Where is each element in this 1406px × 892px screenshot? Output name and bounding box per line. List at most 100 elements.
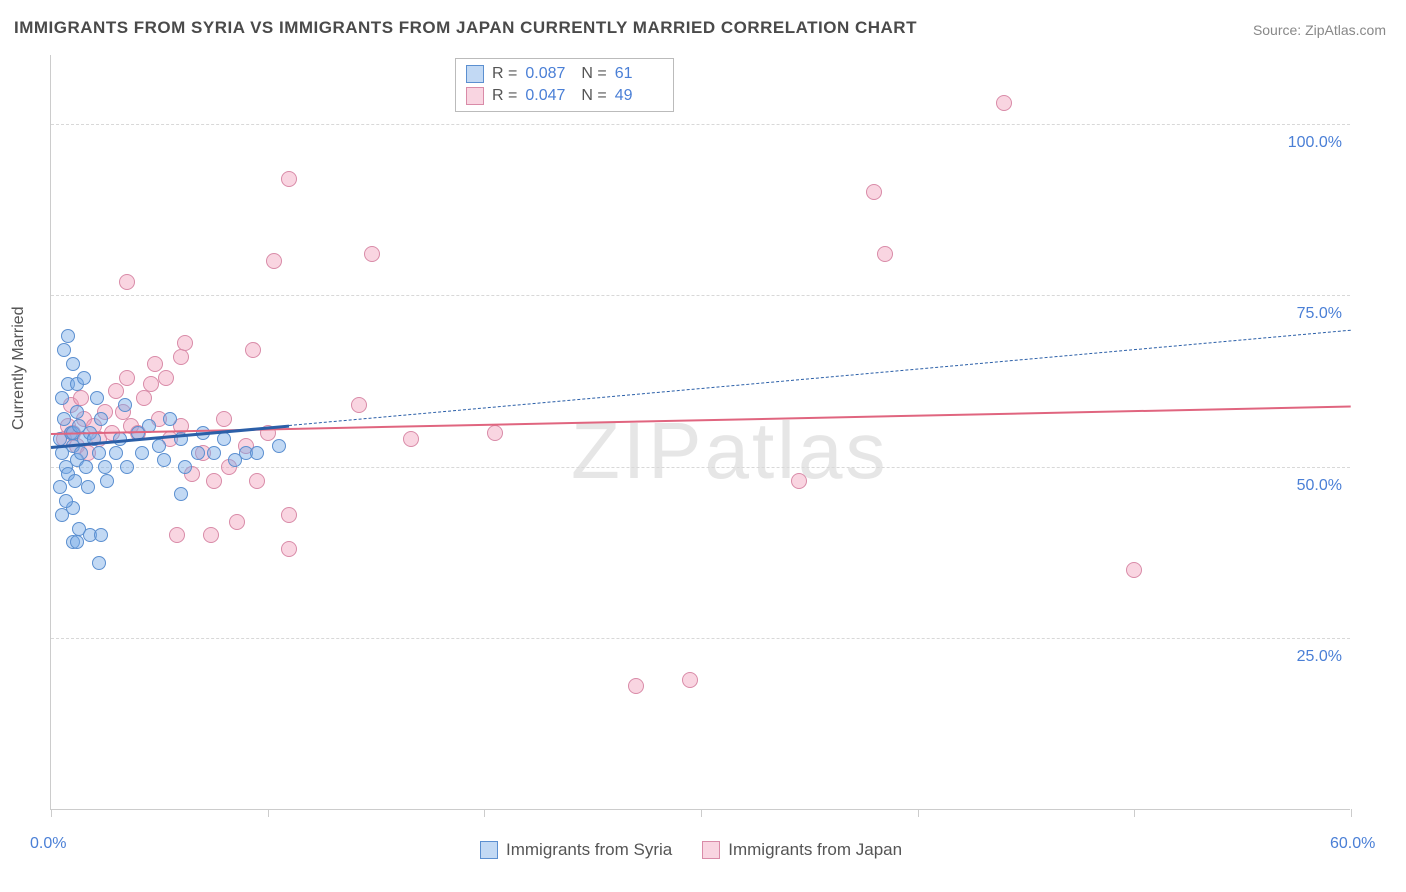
data-point-syria <box>152 439 166 453</box>
x-tick-mark <box>51 809 52 817</box>
data-point-syria <box>94 412 108 426</box>
data-point-syria <box>98 460 112 474</box>
x-tick-mark <box>1134 809 1135 817</box>
data-point-japan <box>1126 562 1142 578</box>
data-point-syria <box>81 480 95 494</box>
gridline-h <box>51 638 1350 639</box>
data-point-syria <box>59 494 73 508</box>
data-point-syria <box>100 474 114 488</box>
data-point-syria <box>163 412 177 426</box>
data-point-syria <box>135 446 149 460</box>
swatch-japan <box>702 841 720 859</box>
data-point-japan <box>229 514 245 530</box>
swatch-syria <box>480 841 498 859</box>
x-tick-label: 60.0% <box>1330 835 1375 853</box>
y-tick-label: 25.0% <box>1297 648 1342 666</box>
data-point-japan <box>364 246 380 262</box>
data-point-syria <box>178 460 192 474</box>
data-point-syria <box>191 446 205 460</box>
gridline-h <box>51 295 1350 296</box>
stat-N-japan: 49 <box>615 85 663 107</box>
data-point-japan <box>203 527 219 543</box>
data-point-japan <box>281 171 297 187</box>
data-point-japan <box>487 425 503 441</box>
x-tick-label: 0.0% <box>30 835 66 853</box>
data-point-japan <box>119 370 135 386</box>
stat-N-syria: 61 <box>615 63 663 85</box>
data-point-syria <box>57 343 71 357</box>
y-tick-label: 100.0% <box>1288 134 1342 152</box>
data-point-japan <box>119 274 135 290</box>
source-attribution: Source: ZipAtlas.com <box>1253 22 1386 38</box>
data-point-syria <box>66 357 80 371</box>
data-point-japan <box>866 184 882 200</box>
y-axis-label: Currently Married <box>10 306 28 430</box>
data-point-japan <box>628 678 644 694</box>
gridline-h <box>51 124 1350 125</box>
data-point-syria <box>74 446 88 460</box>
legend-item-japan: Immigrants from Japan <box>702 840 902 860</box>
plot-area: ZIPatlas 25.0%50.0%75.0%100.0% <box>50 55 1350 810</box>
data-point-japan <box>249 473 265 489</box>
data-point-syria <box>53 480 67 494</box>
data-point-japan <box>177 335 193 351</box>
stat-N-label: N = <box>581 85 606 107</box>
y-tick-label: 75.0% <box>1297 305 1342 323</box>
data-point-japan <box>147 356 163 372</box>
data-point-japan <box>158 370 174 386</box>
data-point-syria <box>57 412 71 426</box>
x-tick-mark <box>484 809 485 817</box>
data-point-japan <box>266 253 282 269</box>
data-point-japan <box>281 541 297 557</box>
x-tick-mark <box>918 809 919 817</box>
data-point-syria <box>217 432 231 446</box>
data-point-syria <box>120 460 134 474</box>
stat-R-syria: 0.087 <box>525 63 573 85</box>
legend-stats-row-japan: R = 0.047 N = 49 <box>466 85 663 107</box>
data-point-syria <box>55 391 69 405</box>
legend-item-syria: Immigrants from Syria <box>480 840 672 860</box>
data-point-japan <box>108 383 124 399</box>
data-point-japan <box>791 473 807 489</box>
x-tick-mark <box>701 809 702 817</box>
data-point-japan <box>136 390 152 406</box>
legend-label-japan: Immigrants from Japan <box>728 840 902 860</box>
data-point-japan <box>143 376 159 392</box>
chart-title: IMMIGRANTS FROM SYRIA VS IMMIGRANTS FROM… <box>14 18 917 38</box>
data-point-syria <box>79 460 93 474</box>
swatch-syria <box>466 65 484 83</box>
swatch-japan <box>466 87 484 105</box>
data-point-japan <box>682 672 698 688</box>
legend-series: Immigrants from Syria Immigrants from Ja… <box>480 840 902 860</box>
stat-N-label: N = <box>581 63 606 85</box>
data-point-syria <box>70 405 84 419</box>
legend-stats-row-syria: R = 0.087 N = 61 <box>466 63 663 85</box>
data-point-syria <box>109 446 123 460</box>
data-point-japan <box>206 473 222 489</box>
data-point-syria <box>207 446 221 460</box>
data-point-syria <box>70 535 84 549</box>
data-point-japan <box>281 507 297 523</box>
data-point-japan <box>996 95 1012 111</box>
data-point-japan <box>351 397 367 413</box>
data-point-japan <box>245 342 261 358</box>
data-point-syria <box>250 446 264 460</box>
x-tick-mark <box>268 809 269 817</box>
data-point-syria <box>77 371 91 385</box>
data-point-syria <box>61 329 75 343</box>
gridline-h <box>51 467 1350 468</box>
data-point-syria <box>157 453 171 467</box>
data-point-syria <box>55 508 69 522</box>
trend-line <box>289 330 1351 426</box>
data-point-japan <box>216 411 232 427</box>
data-point-japan <box>73 390 89 406</box>
legend-label-syria: Immigrants from Syria <box>506 840 672 860</box>
data-point-syria <box>68 474 82 488</box>
data-point-japan <box>169 527 185 543</box>
data-point-syria <box>272 439 286 453</box>
stat-R-label: R = <box>492 63 517 85</box>
data-point-syria <box>174 487 188 501</box>
y-tick-label: 50.0% <box>1297 477 1342 495</box>
data-point-syria <box>90 391 104 405</box>
legend-stats: R = 0.087 N = 61 R = 0.047 N = 49 <box>455 58 674 112</box>
